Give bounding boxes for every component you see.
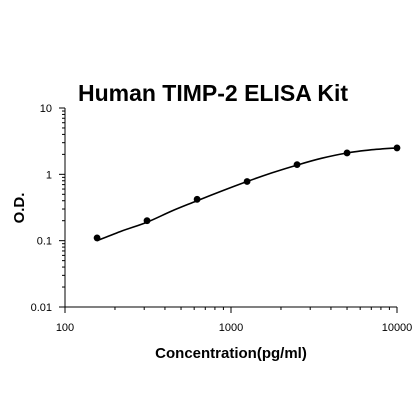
data-points: [93, 144, 401, 242]
tick-marks: [59, 107, 398, 313]
tick-labels: 100 1000 10000 0.01 0.1 1 10: [31, 103, 413, 334]
data-point: [143, 217, 151, 225]
chart-title: Human TIMP-2 ELISA Kit: [78, 80, 348, 106]
x-axis-label: Concentration(pg/ml): [155, 345, 307, 362]
y-axis-label: O.D.: [11, 193, 28, 224]
x-tick-label: 100: [56, 322, 74, 334]
y-tick-label: 0.1: [37, 236, 52, 248]
x-tick-label: 1000: [219, 322, 243, 334]
data-point: [93, 234, 101, 242]
data-point: [343, 149, 351, 157]
y-tick-label: 0.01: [31, 302, 52, 314]
data-point: [293, 161, 301, 169]
x-tick-label: 10000: [382, 322, 413, 334]
y-tick-label: 10: [40, 103, 52, 115]
y-tick-label: 1: [46, 169, 52, 181]
data-point: [393, 144, 401, 152]
data-point: [243, 178, 251, 185]
data-point: [193, 195, 201, 203]
